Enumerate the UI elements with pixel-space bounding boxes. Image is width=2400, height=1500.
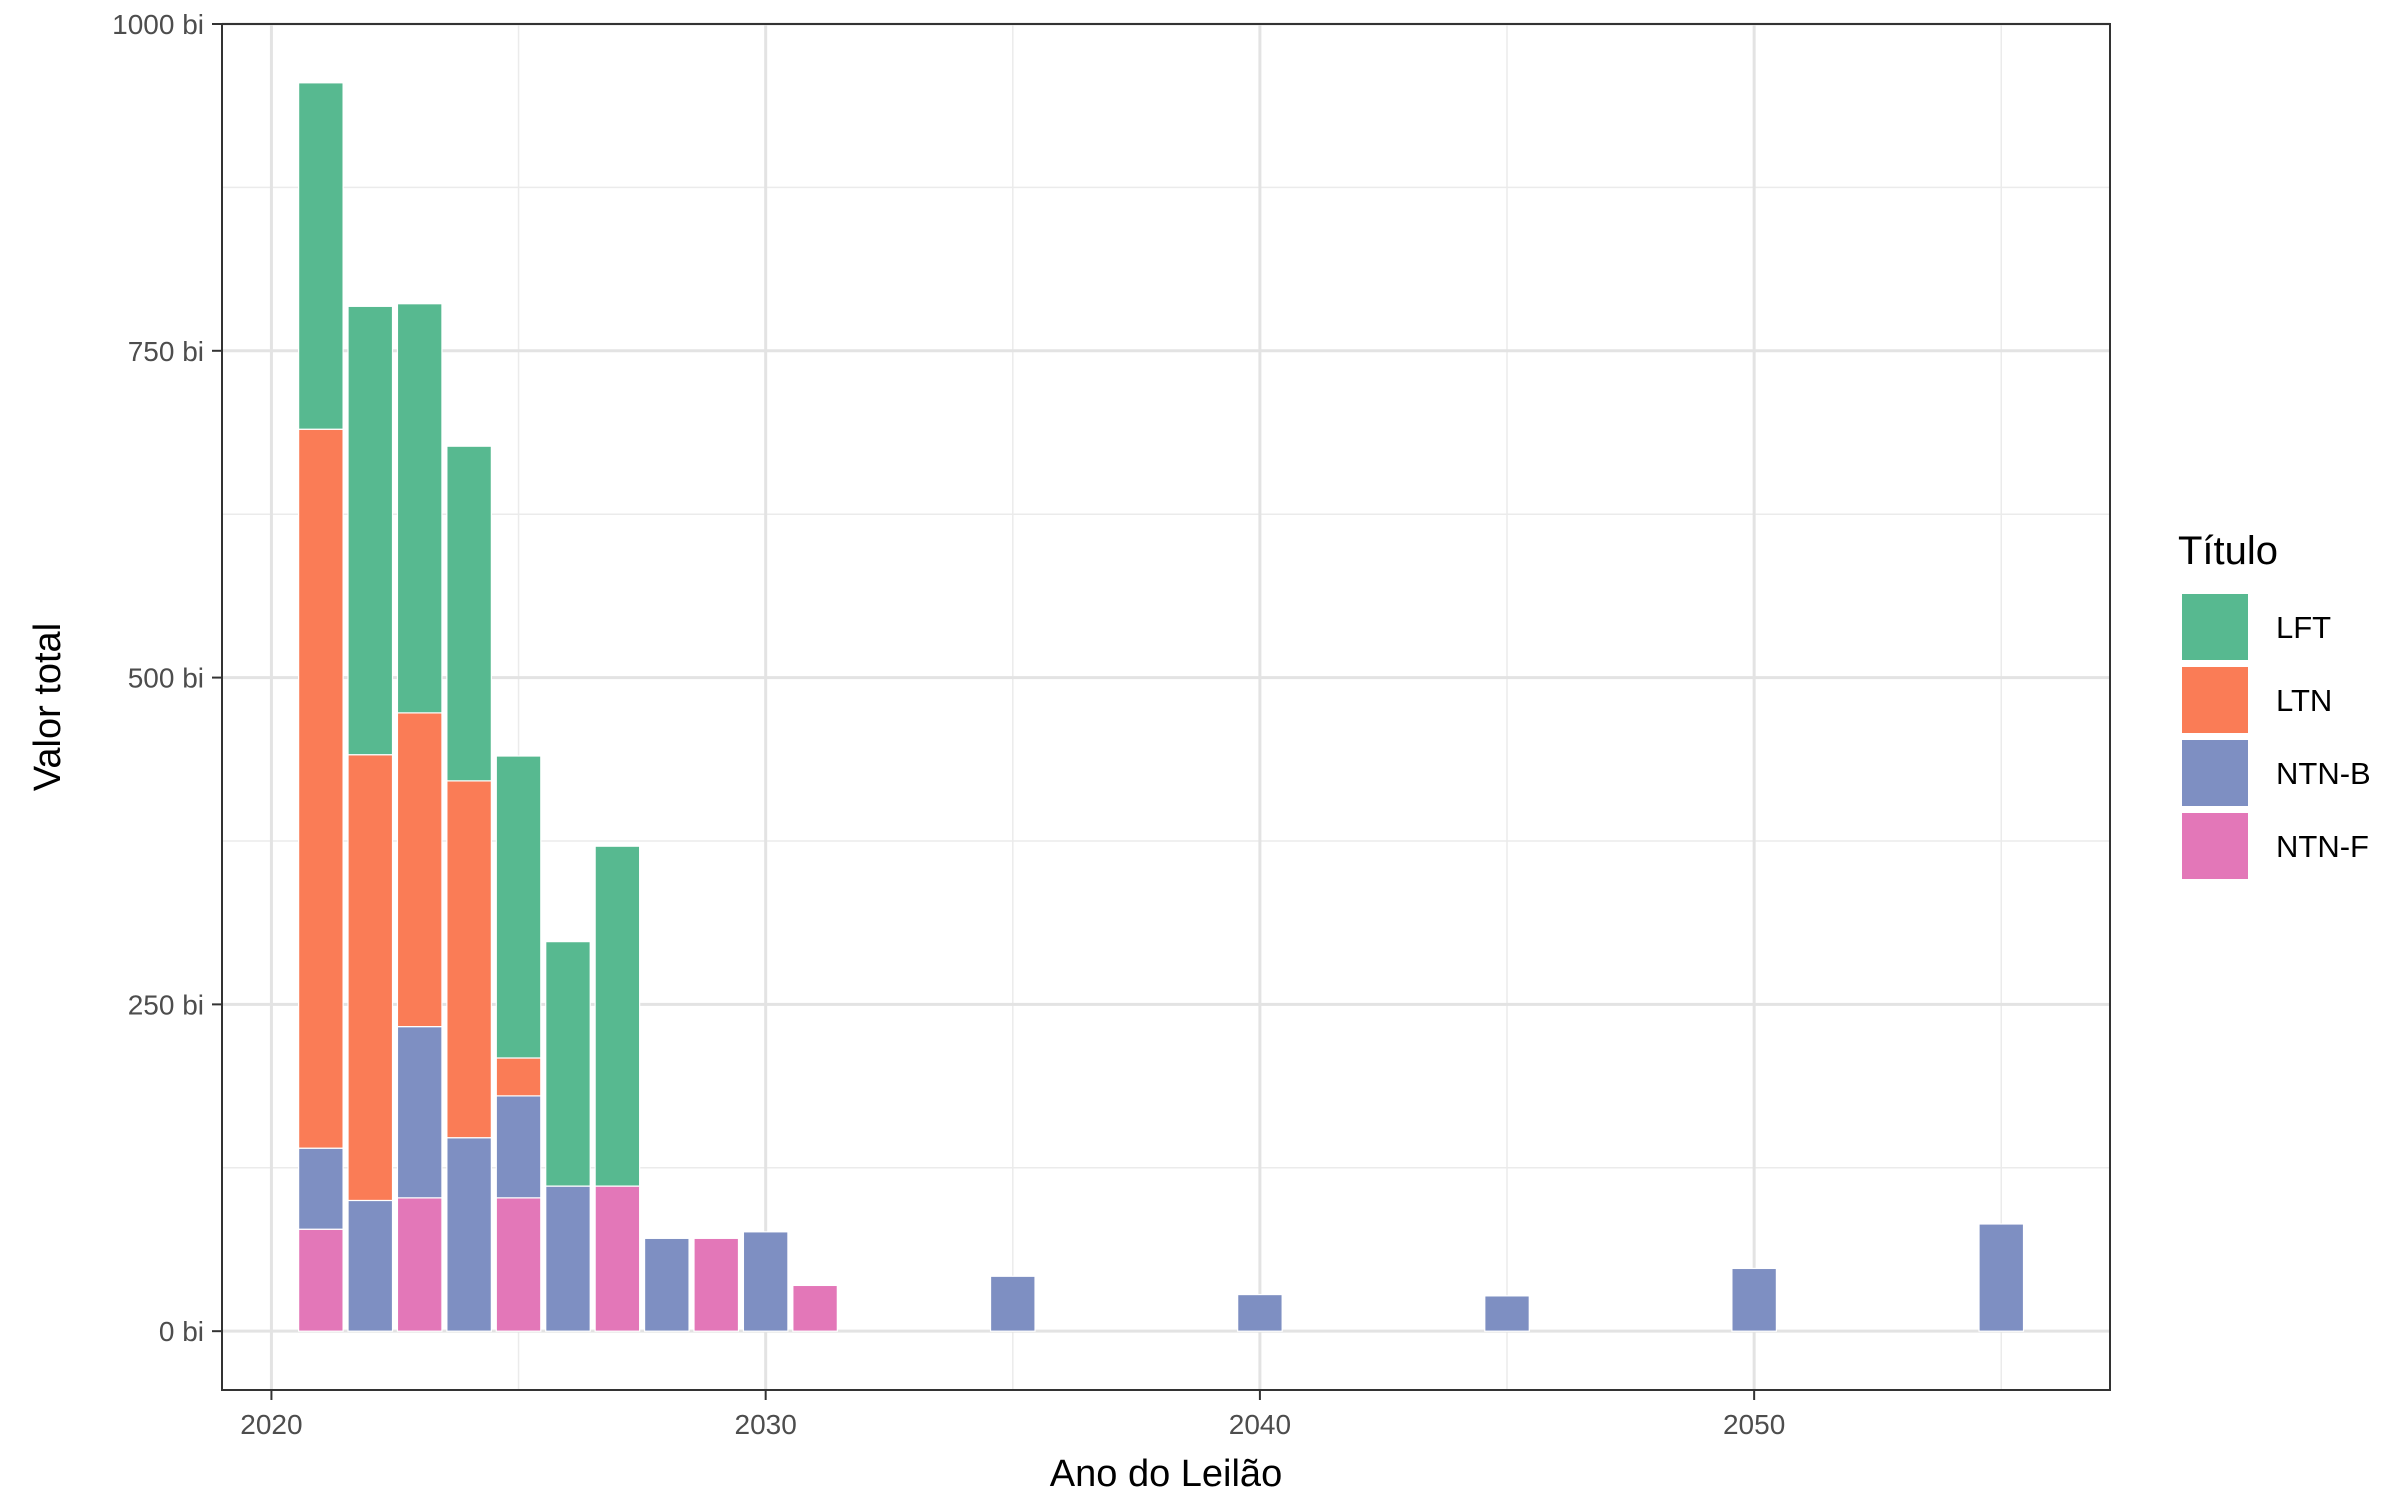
bar-ltn-2023 <box>396 712 443 1028</box>
bar-ntn-b-2026 <box>545 1185 591 1332</box>
bar-ntn-b-2022 <box>347 1199 394 1332</box>
bars <box>298 82 2025 1332</box>
bar-ntn-f-2021 <box>298 1228 344 1332</box>
bar-ntn-b-2050 <box>1731 1267 1777 1332</box>
bar-ntn-f-2023 <box>396 1197 443 1332</box>
bar-ntn-b-2040 <box>1237 1293 1283 1332</box>
bar-ntn-f-2025 <box>495 1197 542 1332</box>
bar-ltn-2024 <box>446 780 492 1139</box>
x-tick-label: 2020 <box>240 1409 302 1440</box>
bar-ntn-b-2055 <box>1978 1223 2025 1332</box>
bar-lft-2025 <box>495 755 542 1059</box>
x-tick-label: 2030 <box>735 1409 797 1440</box>
bar-ntn-b-2030 <box>742 1231 789 1332</box>
bar-lft-2027 <box>594 845 641 1187</box>
bar-lft-2023 <box>396 303 443 714</box>
y-tick-label: 750 bi <box>128 336 204 367</box>
legend-label-lft: LFT <box>2276 610 2331 645</box>
y-tick-label: 250 bi <box>128 989 204 1020</box>
legend-swatch-lft <box>2182 594 2248 660</box>
bar-ntn-b-2025 <box>495 1095 542 1199</box>
bar-ntn-f-2031 <box>792 1284 838 1332</box>
legend-swatch-ntn-b <box>2182 740 2248 806</box>
bar-lft-2026 <box>545 941 591 1187</box>
bar-ntn-b-2021 <box>298 1147 344 1230</box>
legend-label-ntn-f: NTN-F <box>2276 829 2369 864</box>
bar-lft-2024 <box>446 445 492 782</box>
legend-label-ntn-b: NTN-B <box>2276 756 2371 791</box>
x-tick-label: 2050 <box>1723 1409 1785 1440</box>
x-tick-label: 2040 <box>1229 1409 1291 1440</box>
legend-title: Título <box>2178 529 2278 573</box>
bar-lft-2021 <box>298 82 344 430</box>
y-axis-title: Valor total <box>27 623 69 791</box>
legend-swatch-ntn-f <box>2182 813 2248 879</box>
bar-ntn-b-2024 <box>446 1137 492 1332</box>
legend-swatch-ltn <box>2182 667 2248 733</box>
x-axis-title: Ano do Leilão <box>1050 1453 1282 1495</box>
plot-panel-border <box>221 23 2111 1391</box>
bar-ltn-2022 <box>347 754 394 1202</box>
legend-label-ltn: LTN <box>2276 683 2332 718</box>
bar-ntn-b-2023 <box>396 1026 443 1199</box>
bar-ntn-f-2027 <box>594 1185 641 1332</box>
legend: Título LFT LTN NTN-B NTN-F <box>2178 529 2371 879</box>
y-tick-label: 500 bi <box>128 663 204 694</box>
bar-ntn-b-2045 <box>1484 1295 1530 1332</box>
bar-lft-2022 <box>347 305 394 756</box>
bar-ltn-2021 <box>298 428 344 1149</box>
y-tick-label: 0 bi <box>159 1316 204 1347</box>
bar-ntn-b-2035 <box>989 1275 1036 1332</box>
bar-ntn-b-2028 <box>643 1237 690 1332</box>
bar-ntn-f-2029 <box>693 1237 740 1332</box>
bar-ltn-2025 <box>495 1057 542 1097</box>
y-axis: 0 bi 250 bi 500 bi 750 bi 1000 bi <box>112 9 222 1347</box>
x-axis: 2020 2030 2040 2050 <box>240 1390 1785 1440</box>
y-tick-label: 1000 bi <box>112 9 204 40</box>
